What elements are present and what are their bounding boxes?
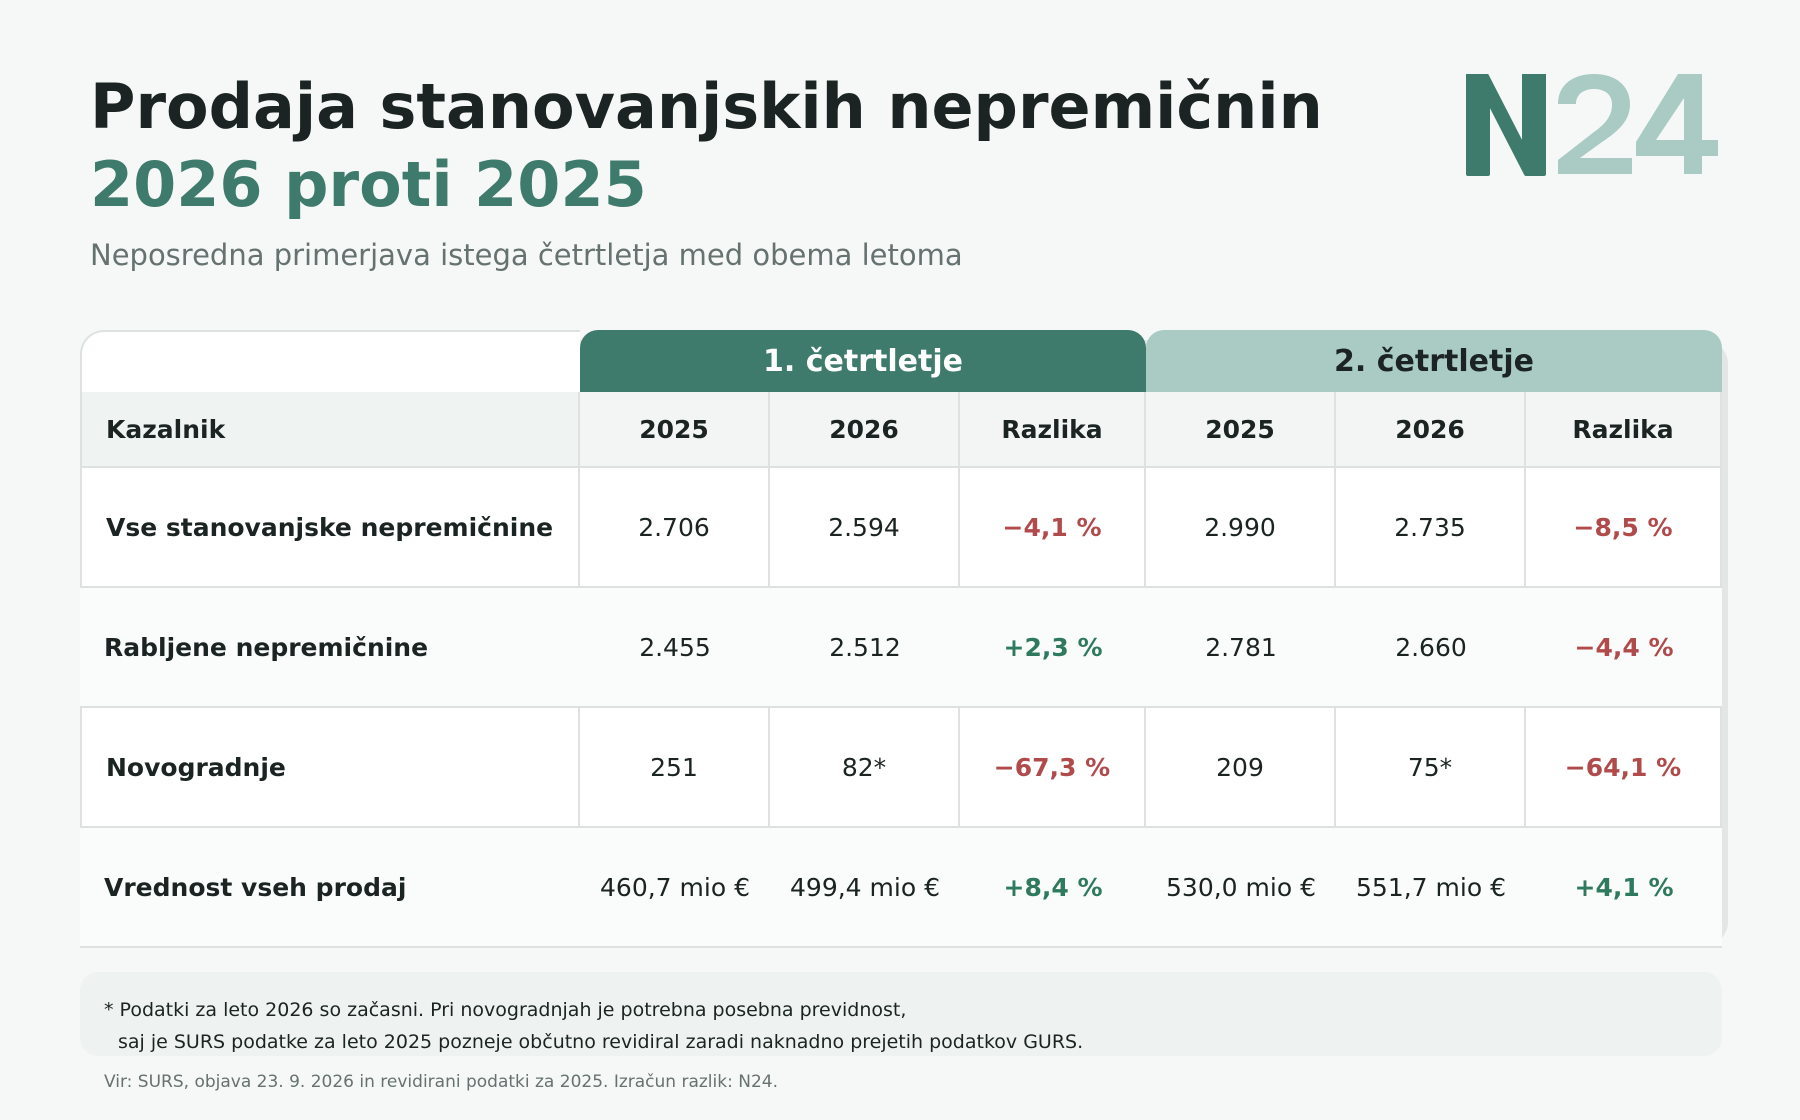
cell-q1-diff: +2,3 % [960,588,1146,706]
table-row: Vse stanovanjske nepremičnine 2.706 2.59… [80,468,1722,588]
page-title: Prodaja stanovanjskih nepremičnin [90,70,1323,143]
cell-q1-2026: 499,4 mio € [770,828,960,946]
logo-4-shape [1636,74,1718,174]
row-label: Vse stanovanjske nepremičnine [80,468,580,586]
logo-n-shape [1466,74,1546,176]
cell-q1-diff: −4,1 % [960,468,1146,586]
header: Prodaja stanovanjskih nepremičnin 2026 p… [90,68,1390,272]
cell-q2-2025: 2.990 [1146,468,1336,586]
cell-q2-diff: +4,1 % [1526,828,1722,946]
table-row: Rabljene nepremičnine 2.455 2.512 +2,3 %… [80,588,1722,708]
col-header-q2-2026: 2026 [1336,392,1526,466]
page-title-accent: 2026 proti 2025 [90,148,647,221]
cell-q2-diff: −64,1 % [1526,708,1722,826]
table-row: Novogradnje 251 82* −67,3 % 209 75* −64,… [80,708,1722,828]
cell-q2-2026: 75* [1336,708,1526,826]
n24-logo [1466,74,1718,176]
cell-q2-2025: 209 [1146,708,1336,826]
cell-q2-2026: 2.660 [1336,588,1526,706]
cell-q1-2026: 2.594 [770,468,960,586]
group-header-q2: 2. četrtletje [1146,330,1722,392]
footnote-line-2: saj je SURS podatke za leto 2025 pozneje… [118,1031,1084,1053]
col-header-indicator: Kazalnik [80,392,580,466]
cell-q2-2026: 2.735 [1336,468,1526,586]
cell-q2-diff: −8,5 % [1526,468,1722,586]
cell-q1-2026: 2.512 [770,588,960,706]
cell-q1-diff: +8,4 % [960,828,1146,946]
footnote-line-1: * Podatki za leto 2026 so začasni. Pri n… [104,999,907,1021]
cell-q1-2025: 251 [580,708,770,826]
cell-q1-diff: −67,3 % [960,708,1146,826]
col-header-q2-diff: Razlika [1526,392,1722,466]
cell-q1-2025: 2.455 [580,588,770,706]
cell-q2-diff: −4,4 % [1526,588,1722,706]
table-body: Vse stanovanjske nepremičnine 2.706 2.59… [80,468,1722,948]
col-header-q2-2025: 2025 [1146,392,1336,466]
column-headers: Kazalnik 2025 2026 Razlika 2025 2026 Raz… [80,392,1722,468]
comparison-table: 1. četrtletje 2. četrtletje Kazalnik 202… [80,330,1722,948]
row-label: Rabljene nepremičnine [80,588,580,706]
col-header-q1-2026: 2026 [770,392,960,466]
logo-2-shape [1558,74,1632,174]
table-row: Vrednost vseh prodaj 460,7 mio € 499,4 m… [80,828,1722,948]
cell-q2-2026: 551,7 mio € [1336,828,1526,946]
footnote-box: * Podatki za leto 2026 so začasni. Pri n… [80,972,1722,1056]
col-header-q1-2025: 2025 [580,392,770,466]
col-header-q1-diff: Razlika [960,392,1146,466]
page-subtitle: Neposredna primerjava istega četrtletja … [90,238,963,272]
row-label: Vrednost vseh prodaj [80,828,580,946]
cell-q1-2026: 82* [770,708,960,826]
source-note: Vir: SURS, objava 23. 9. 2026 in revidir… [104,1072,778,1092]
cell-q2-2025: 530,0 mio € [1146,828,1336,946]
row-label: Novogradnje [80,708,580,826]
group-header-q1: 1. četrtletje [580,330,1146,392]
cell-q1-2025: 2.706 [580,468,770,586]
cell-q1-2025: 460,7 mio € [580,828,770,946]
cell-q2-2025: 2.781 [1146,588,1336,706]
